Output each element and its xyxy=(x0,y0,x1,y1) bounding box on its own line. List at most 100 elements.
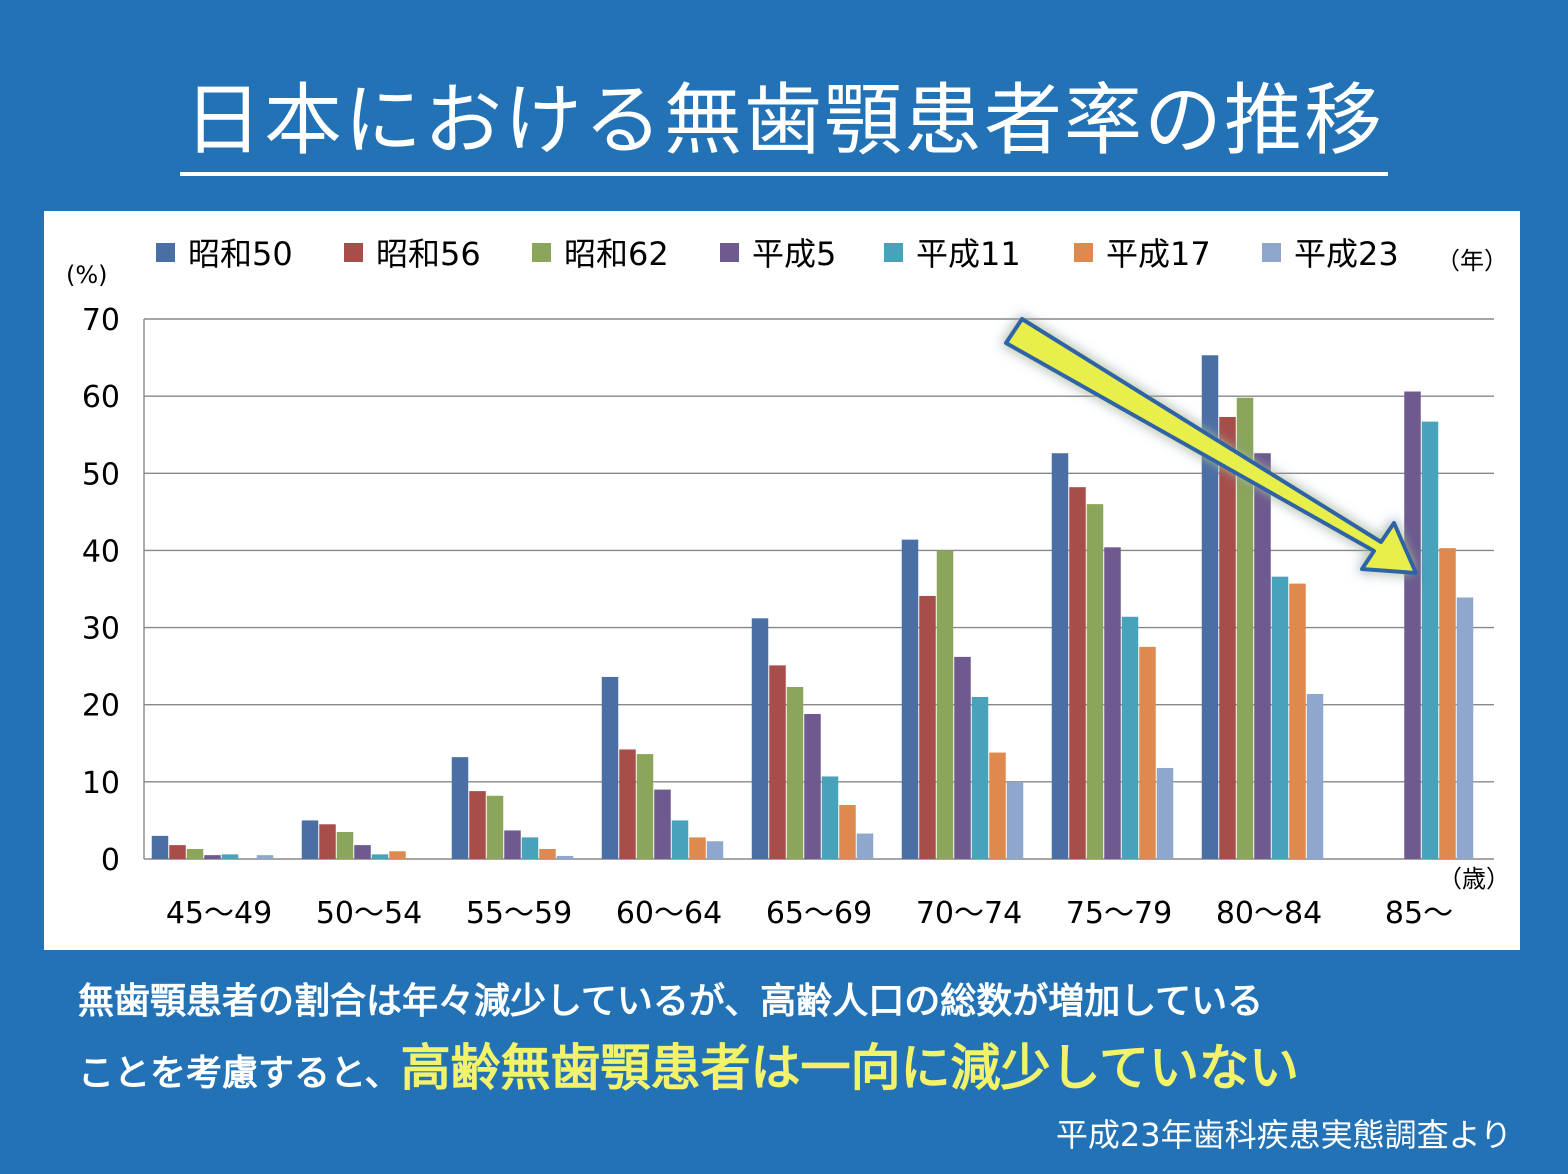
legend-label: 平成23 xyxy=(1294,235,1399,273)
legend-swatch xyxy=(1262,243,1281,262)
bar xyxy=(186,848,204,859)
summary-line-2-prefix: ことを考慮すると、 xyxy=(78,1053,401,1094)
y-tick-label: 0 xyxy=(101,843,120,878)
bar xyxy=(751,618,769,859)
legend-swatch xyxy=(156,243,175,262)
bar xyxy=(1439,548,1456,859)
bar xyxy=(1086,504,1104,859)
trend-arrow xyxy=(1004,317,1418,575)
bars xyxy=(151,355,1474,859)
bar xyxy=(1006,781,1024,859)
bar xyxy=(636,754,654,859)
bar xyxy=(1139,646,1156,859)
x-category-label: 45～49 xyxy=(166,896,272,931)
legend-label: 平成11 xyxy=(916,235,1021,273)
bar xyxy=(839,805,856,859)
x-category-label: 60～64 xyxy=(616,896,722,931)
bar xyxy=(786,686,804,859)
bar xyxy=(971,697,989,859)
gridlines xyxy=(143,318,1494,860)
bar xyxy=(856,833,874,859)
x-category-label: 70～74 xyxy=(916,896,1022,931)
bar xyxy=(256,855,274,859)
y-tick-label: 40 xyxy=(82,534,120,569)
y-tick-label: 20 xyxy=(82,689,120,724)
bar xyxy=(1121,616,1139,859)
bar xyxy=(1456,597,1474,859)
x-category-label: 55～59 xyxy=(466,896,572,931)
bar xyxy=(654,789,671,859)
bar xyxy=(1271,576,1289,859)
y-tick-label: 60 xyxy=(82,380,120,415)
legend-swatch xyxy=(884,243,903,262)
legend: 昭和50 昭和56 昭和62 平成5 平成11 平成17 平成23 xyxy=(156,235,1399,273)
x-axis-unit-label: （歳） xyxy=(1438,865,1510,893)
bar xyxy=(989,752,1006,859)
bar xyxy=(1201,355,1219,859)
bar xyxy=(821,776,839,859)
bar xyxy=(221,854,239,859)
bar xyxy=(706,841,724,859)
bar xyxy=(504,830,521,859)
bar xyxy=(204,855,221,859)
bar xyxy=(486,795,504,859)
bar xyxy=(901,539,919,859)
bar xyxy=(301,820,319,859)
summary-highlight: 高齢無歯顎患者は一向に減少していない xyxy=(400,1039,1300,1097)
bar xyxy=(1404,391,1421,859)
y-axis-ticks: 0 10 20 30 40 50 60 70 xyxy=(82,303,120,878)
y-tick-label: 50 xyxy=(82,457,120,492)
bar xyxy=(1069,487,1086,859)
bar xyxy=(601,676,619,859)
x-category-label: 75～79 xyxy=(1066,896,1172,931)
bar xyxy=(1306,693,1324,859)
bar xyxy=(319,824,336,859)
source-note: 平成23年歯科疾患実態調査より xyxy=(1055,1116,1512,1154)
bar xyxy=(919,595,936,859)
legend-swatch xyxy=(344,243,363,262)
bar xyxy=(936,550,954,859)
x-category-label: 50～54 xyxy=(316,896,422,931)
y-tick-label: 70 xyxy=(82,303,120,338)
y-tick-label: 30 xyxy=(82,612,120,647)
bar xyxy=(539,848,556,859)
legend-unit-label: （年） xyxy=(1436,247,1508,275)
bar xyxy=(151,835,169,859)
summary-line-2: ことを考慮すると、高齢無歯顎患者は一向に減少していない xyxy=(78,1028,1299,1100)
x-category-label: 85～ xyxy=(1385,896,1453,931)
bar xyxy=(556,855,574,859)
bar xyxy=(469,791,486,859)
bar xyxy=(1104,547,1121,859)
legend-label: 昭和56 xyxy=(376,235,481,273)
bar xyxy=(521,837,539,859)
legend-swatch xyxy=(1074,243,1093,262)
bar xyxy=(689,837,706,859)
bar xyxy=(769,665,786,859)
legend-swatch xyxy=(720,243,739,262)
summary-line-1: 無歯顎患者の割合は年々減少しているが、高齢人口の総数が増加している xyxy=(78,981,1264,1022)
bar xyxy=(1289,583,1306,859)
bar xyxy=(354,845,371,859)
chart-panel: 昭和50 昭和56 昭和62 平成5 平成11 平成17 平成23 (%) （年） 0 10 2… xyxy=(44,211,1520,950)
bar xyxy=(1156,767,1174,859)
bar xyxy=(804,713,821,859)
y-axis-label: (%) xyxy=(66,261,108,289)
trend-arrow-shape xyxy=(1004,317,1418,575)
bar xyxy=(1254,453,1271,859)
bar xyxy=(336,832,354,859)
bar xyxy=(1051,453,1069,859)
legend-swatch xyxy=(532,243,551,262)
legend-label: 平成5 xyxy=(752,235,836,273)
page-title: 日本における無歯顎患者率の推移 xyxy=(0,58,1568,176)
bar xyxy=(451,757,469,859)
x-category-label: 65～69 xyxy=(766,896,872,931)
bar xyxy=(1219,416,1236,859)
legend-label: 平成17 xyxy=(1106,235,1211,273)
bar xyxy=(389,851,406,859)
legend-label: 昭和50 xyxy=(188,235,293,273)
x-category-label: 80～84 xyxy=(1216,896,1322,931)
x-axis-categories: 45～49 50～54 55～59 60～64 65～69 70～74 75～79 80～84… xyxy=(166,896,1453,931)
bar xyxy=(619,749,636,859)
bar xyxy=(1236,397,1254,859)
bar xyxy=(671,820,689,859)
